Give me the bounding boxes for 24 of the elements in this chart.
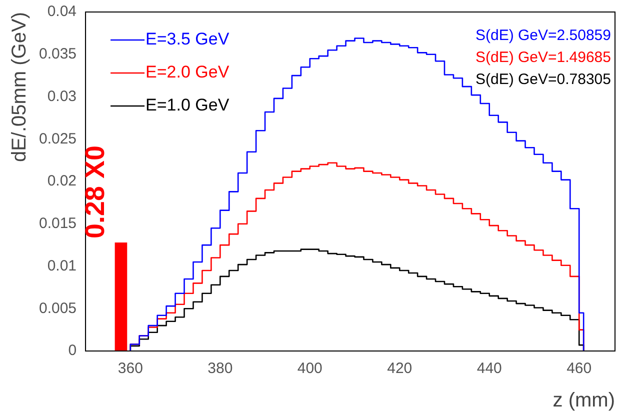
y-tick-label: 0.005 [38,300,77,317]
legend-label: E=3.5 GeV [146,30,230,49]
y-tick-label: 0.02 [47,172,77,190]
x-tick-label: 460 [566,360,592,378]
y-axis-title: dE/.05mm (GeV) [8,12,31,162]
annotation: S(dE) GeV=0.78305 [475,71,611,88]
x-tick-label: 380 [208,360,233,378]
annotation: 0.28 X0 [80,145,110,239]
legend-label: E=2.0 GeV [146,62,230,82]
x-axis-title: z (mm) [552,390,615,412]
legend-label: E=1.0 GeV [146,96,230,115]
x-tick-label: 440 [476,360,502,378]
y-tick-label: 0.04 [47,3,77,20]
y-tick-label: 0 [68,342,77,360]
x-tick-label: 420 [387,360,412,378]
annotation: S(dE) GeV=1.49685 [475,49,611,66]
annotation: S(dE) GeV=2.50859 [475,27,611,44]
y-tick-label: 0.025 [38,130,77,148]
y-tick-label: 0.035 [38,46,77,63]
x-tick-label: 360 [118,360,143,378]
y-tick-label: 0.01 [47,257,77,274]
y-tick-label: 0.03 [47,88,77,105]
x-tick-label: 400 [297,360,322,378]
y-tick-label: 0.015 [38,215,77,232]
